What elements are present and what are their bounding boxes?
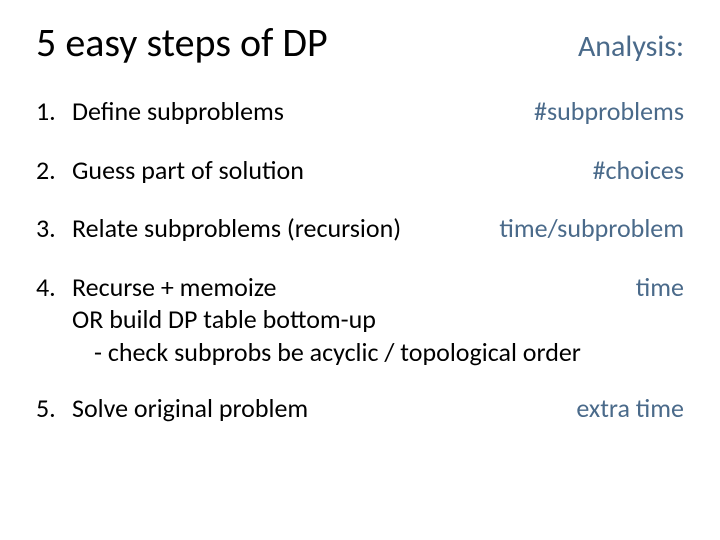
slide: 5 easy steps of DP Analysis: 1. Define s… xyxy=(0,0,720,540)
header-row: 5 easy steps of DP Analysis: xyxy=(36,18,684,67)
list-item: 4. Recurse + memoize time OR build DP ta… xyxy=(36,271,684,369)
list-item: 3. Relate subproblems (recursion) time/s… xyxy=(36,212,684,245)
step-metric: #subproblems xyxy=(518,95,684,127)
step-row: 1. Define subproblems #subproblems xyxy=(36,95,684,128)
step-left: 1. Define subproblems xyxy=(36,95,284,128)
step-metric: time xyxy=(620,271,684,303)
analysis-heading: Analysis: xyxy=(578,28,684,65)
list-item: 2. Guess part of solution #choices xyxy=(36,154,684,187)
step-text: Recurse + memoize xyxy=(72,271,276,304)
step-text: Define subproblems xyxy=(72,95,284,128)
step-metric: extra time xyxy=(560,392,684,424)
step-left: 4. Recurse + memoize xyxy=(36,271,276,304)
step-number: 2. xyxy=(36,154,64,186)
step-left: 5. Solve original problem xyxy=(36,392,308,425)
slide-title: 5 easy steps of DP xyxy=(36,18,328,67)
step-text: Relate subproblems (recursion) xyxy=(72,212,401,245)
step-text: Guess part of solution xyxy=(72,154,304,187)
step-number: 3. xyxy=(36,212,64,244)
step-row: 4. Recurse + memoize time xyxy=(36,271,684,304)
step-left: 3. Relate subproblems (recursion) xyxy=(36,212,401,245)
steps-list: 1. Define subproblems #subproblems 2. Gu… xyxy=(36,95,684,451)
step-row: 3. Relate subproblems (recursion) time/s… xyxy=(36,212,684,245)
step-metric: time/subproblem xyxy=(483,212,684,244)
step-subline: - check subprobs be acyclic / topologica… xyxy=(94,336,684,369)
step-row: 5. Solve original problem extra time xyxy=(36,392,684,425)
step-number: 4. xyxy=(36,271,64,303)
step-number: 1. xyxy=(36,95,64,127)
step-left: 2. Guess part of solution xyxy=(36,154,304,187)
list-item: 5. Solve original problem extra time xyxy=(36,392,684,425)
step-text: Solve original problem xyxy=(72,392,308,425)
list-item: 1. Define subproblems #subproblems xyxy=(36,95,684,128)
step-row: 2. Guess part of solution #choices xyxy=(36,154,684,187)
step-subline: OR build DP table bottom-up xyxy=(72,303,684,336)
step-metric: #choices xyxy=(577,154,684,186)
step-number: 5. xyxy=(36,392,64,424)
